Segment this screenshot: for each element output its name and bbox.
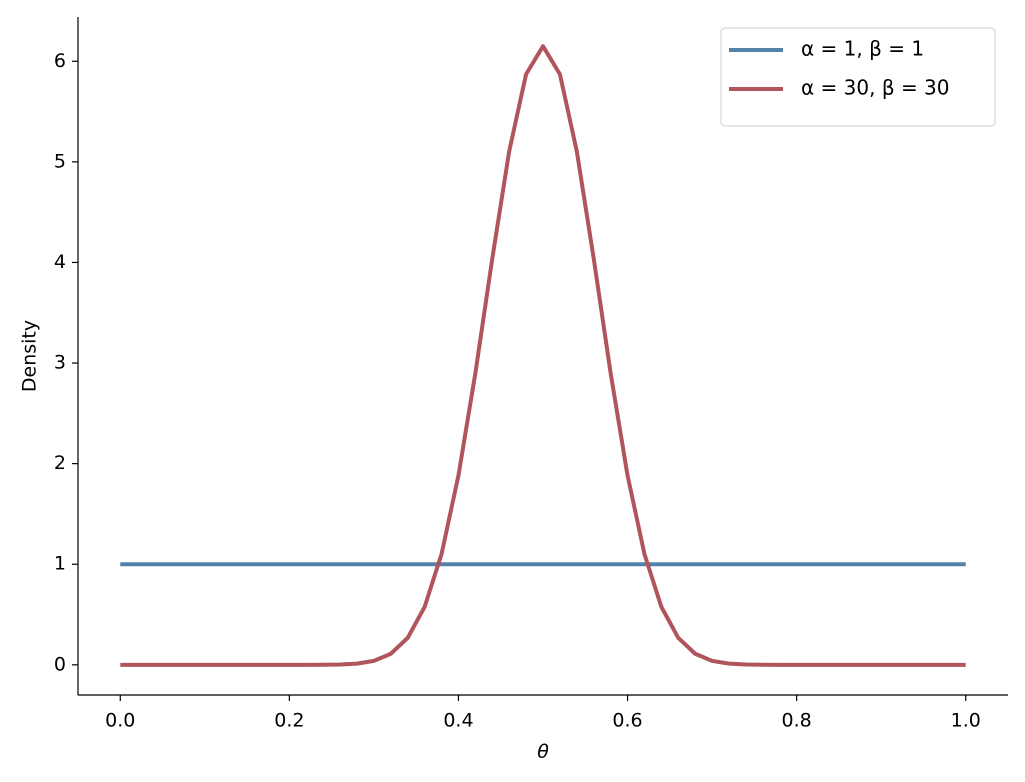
y-axis-label: Density [19, 320, 41, 392]
y-tick-label: 0 [54, 653, 66, 675]
legend-label: α = 30, β = 30 [801, 76, 950, 100]
y-tick-label: 4 [54, 251, 66, 273]
y-tick-label: 5 [54, 150, 66, 172]
x-tick-label: 0.6 [612, 710, 642, 732]
x-tick-label: 1.0 [951, 710, 981, 732]
legend-label: α = 1, β = 1 [801, 37, 924, 61]
x-tick-label: 0.4 [443, 710, 473, 732]
x-axis-label: θ [537, 741, 549, 763]
x-tick-label: 0.8 [782, 710, 812, 732]
y-tick-label: 6 [54, 50, 66, 72]
y-tick-label: 3 [54, 352, 66, 374]
x-tick-label: 0.0 [105, 710, 135, 732]
legend: α = 1, β = 1 α = 30, β = 30 [720, 27, 996, 127]
x-tick-label: 0.2 [274, 710, 304, 732]
legend-box [720, 27, 996, 127]
series-line [120, 44, 966, 667]
y-tick-label: 1 [54, 553, 66, 575]
y-tick-label: 2 [54, 452, 66, 474]
